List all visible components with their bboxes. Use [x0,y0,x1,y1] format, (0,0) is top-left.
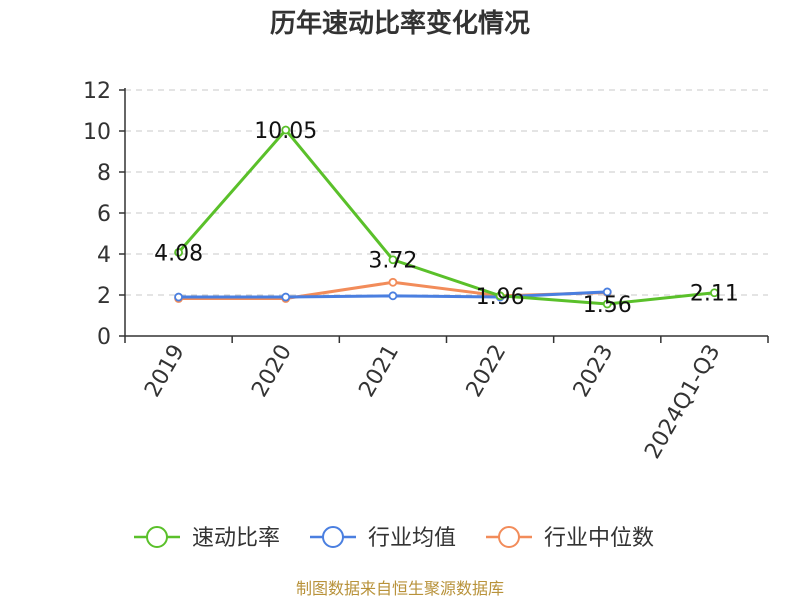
data-point [281,292,291,302]
x-tick-label: 2020 [247,341,297,402]
data-label: 2.11 [690,282,739,307]
legend-marker [498,526,520,548]
data-point [174,292,183,302]
y-tick-label: 12 [83,79,111,104]
x-tick-label: 2021 [354,341,404,402]
data-point [710,288,719,298]
y-tick-label: 8 [97,161,111,186]
data-labels: 4.08 10.05 3.72 1.96 1.56 2.11 [154,119,739,318]
y-tick-label: 10 [83,120,111,145]
data-point [602,287,612,297]
x-tick-label: 2019 [140,341,190,402]
y-tick-label: 0 [97,325,111,350]
data-point [388,291,398,301]
legend-marker [146,526,168,548]
legend-marker [322,526,344,548]
x-tick-label: 2024Q1-Q3 [640,341,725,464]
legend-label: 行业中位数 [544,526,654,551]
legend-label: 速动比率 [192,526,280,551]
series-group [174,125,719,309]
legend: 速动比率 行业均值 行业中位数 [134,526,654,551]
data-point [388,277,398,287]
data-label: 3.72 [368,249,417,274]
x-tick-label: 2022 [462,341,512,402]
data-point [281,125,291,135]
data-label: 4.08 [154,241,203,266]
data-point [602,299,612,309]
data-label: 1.56 [583,293,632,318]
source-note: 制图数据来自恒生聚源数据库 [296,579,504,598]
x-tick-label: 2023 [569,341,619,402]
data-point [174,247,183,257]
y-tick-label: 6 [97,202,111,227]
data-label: 1.96 [476,285,525,310]
chart-title: 历年速动比率变化情况 [270,8,530,39]
grid-lines [125,89,768,296]
data-label: 10.05 [254,119,317,144]
legend-label: 行业均值 [368,526,456,551]
y-tick-label: 4 [97,243,111,268]
data-point [495,291,505,301]
y-tick-label: 2 [97,284,111,309]
series-line [177,128,715,306]
data-point [388,255,398,265]
